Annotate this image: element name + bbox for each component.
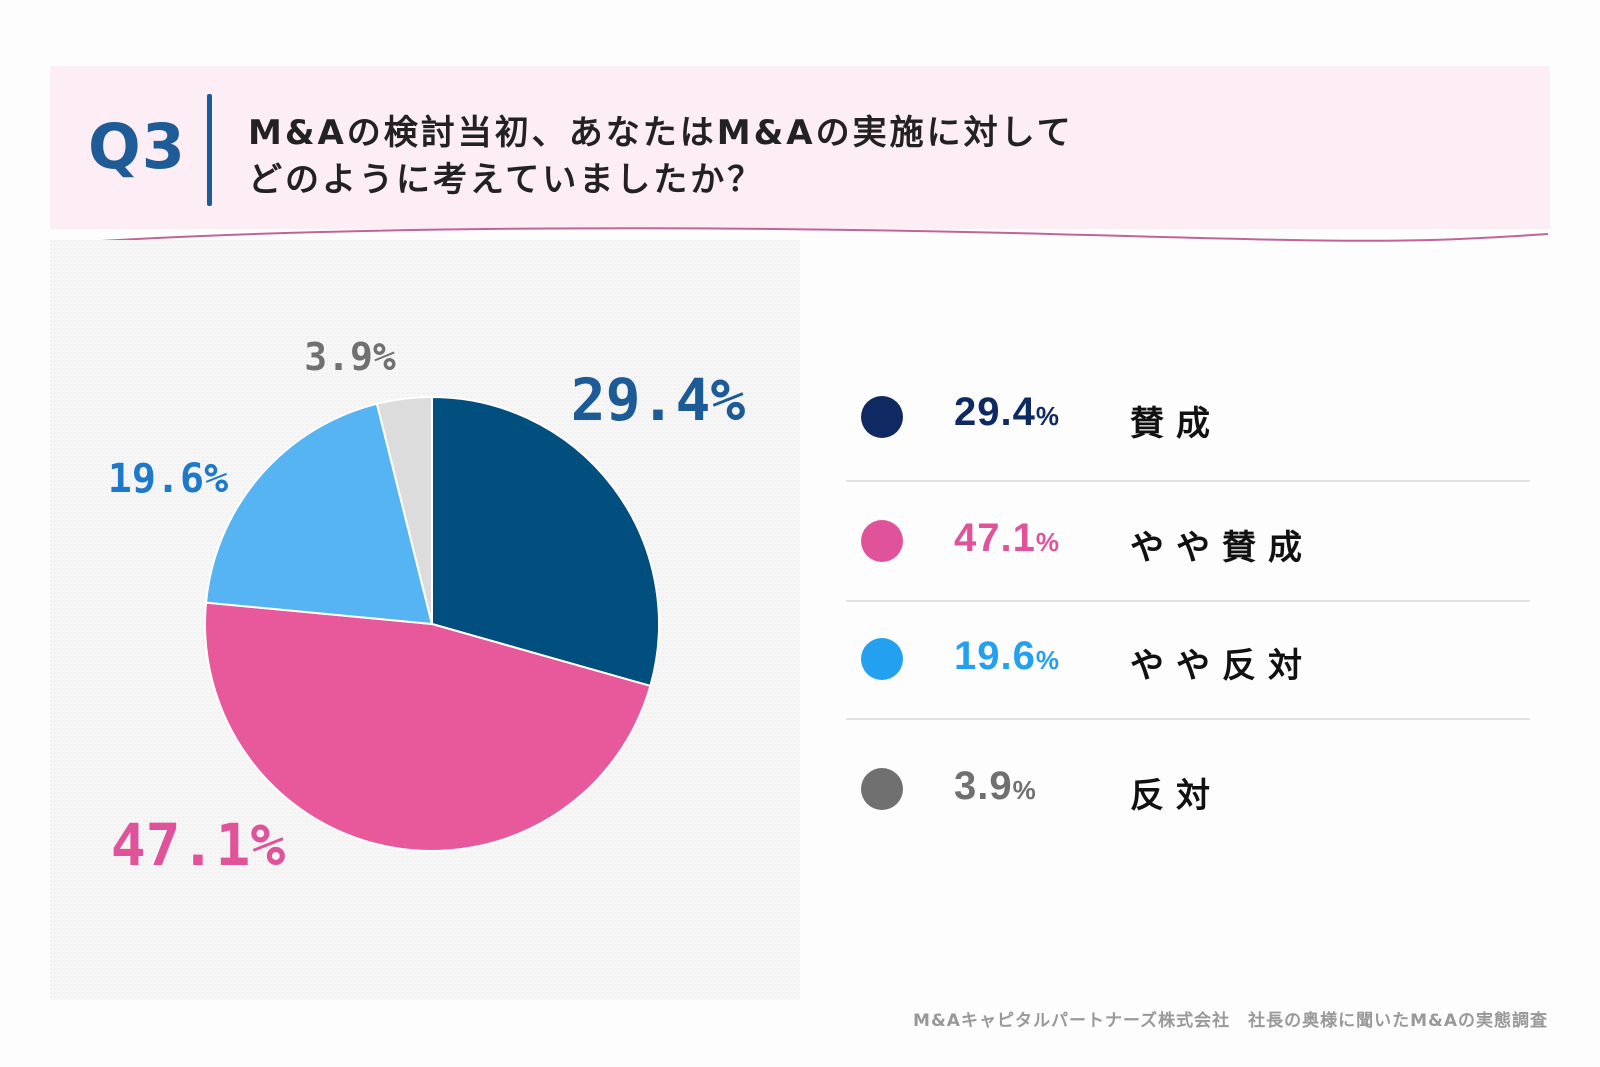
legend-label: 賛成	[1130, 404, 1222, 444]
legend-value-number: 29.4	[954, 390, 1036, 434]
legend-label: やや賛成	[1130, 528, 1314, 568]
legend-label: やや反対	[1130, 646, 1314, 686]
slice-hantai	[375, 395, 433, 625]
chart-panel: 29.4% 47.1% 19.6% 3.9%	[50, 240, 800, 1000]
legend-item-sansei: 29.4% 賛成	[846, 360, 1530, 482]
slice-label-yaya-sansei: 47.1%	[111, 811, 286, 879]
header-wave-line	[51, 227, 1549, 245]
header-band	[50, 66, 1550, 229]
legend-dot-icon	[861, 520, 903, 562]
source-credit: M&Aキャピタルパートナーズ株式会社 社長の奥様に聞いたM&Aの実態調査	[913, 1011, 1548, 1031]
legend-item-hantai: 3.9% 反対	[846, 720, 1530, 840]
pie-chart: 29.4% 47.1% 19.6% 3.9%	[50, 240, 800, 1000]
legend-dot-icon	[861, 638, 903, 680]
legend-value-number: 19.6	[954, 634, 1036, 678]
question-divider	[207, 94, 212, 206]
legend-value: 29.4%	[954, 390, 1060, 435]
slice-yaya-sansei	[204, 601, 652, 852]
legend-value: 19.6%	[954, 634, 1060, 679]
slice-label-hantai: 3.9%	[304, 335, 396, 379]
legend-dot-icon	[861, 396, 903, 438]
question-number: Q3	[88, 110, 186, 183]
legend-item-yaya-sansei: 47.1% やや賛成	[846, 482, 1530, 602]
legend-item-yaya-hantai: 19.6% やや反対	[846, 602, 1530, 720]
question-line-1: M&Aの検討当初、あなたはM&Aの実施に対して	[248, 113, 1074, 153]
legend-value-number: 3.9	[954, 764, 1013, 808]
slice-label-sansei: 29.4%	[571, 366, 746, 434]
legend-value: 3.9%	[954, 764, 1037, 809]
slice-label-yaya-hantai: 19.6%	[108, 456, 228, 502]
legend-value-unit: %	[1035, 527, 1060, 557]
slice-yaya-hantai	[204, 402, 434, 626]
legend-value-unit: %	[1035, 645, 1060, 675]
question-text: M&Aの検討当初、あなたはM&Aの実施に対して どのように考えていましたか？	[248, 110, 1248, 204]
slice-sansei	[431, 395, 660, 688]
legend-value: 47.1%	[954, 516, 1060, 561]
legend-value-unit: %	[1012, 775, 1037, 805]
legend-dot-icon	[861, 768, 903, 810]
legend-label: 反対	[1130, 776, 1222, 816]
legend-value-number: 47.1	[954, 516, 1036, 560]
legend-value-unit: %	[1035, 401, 1060, 431]
question-line-2: どのように考えていましたか？	[248, 160, 765, 200]
